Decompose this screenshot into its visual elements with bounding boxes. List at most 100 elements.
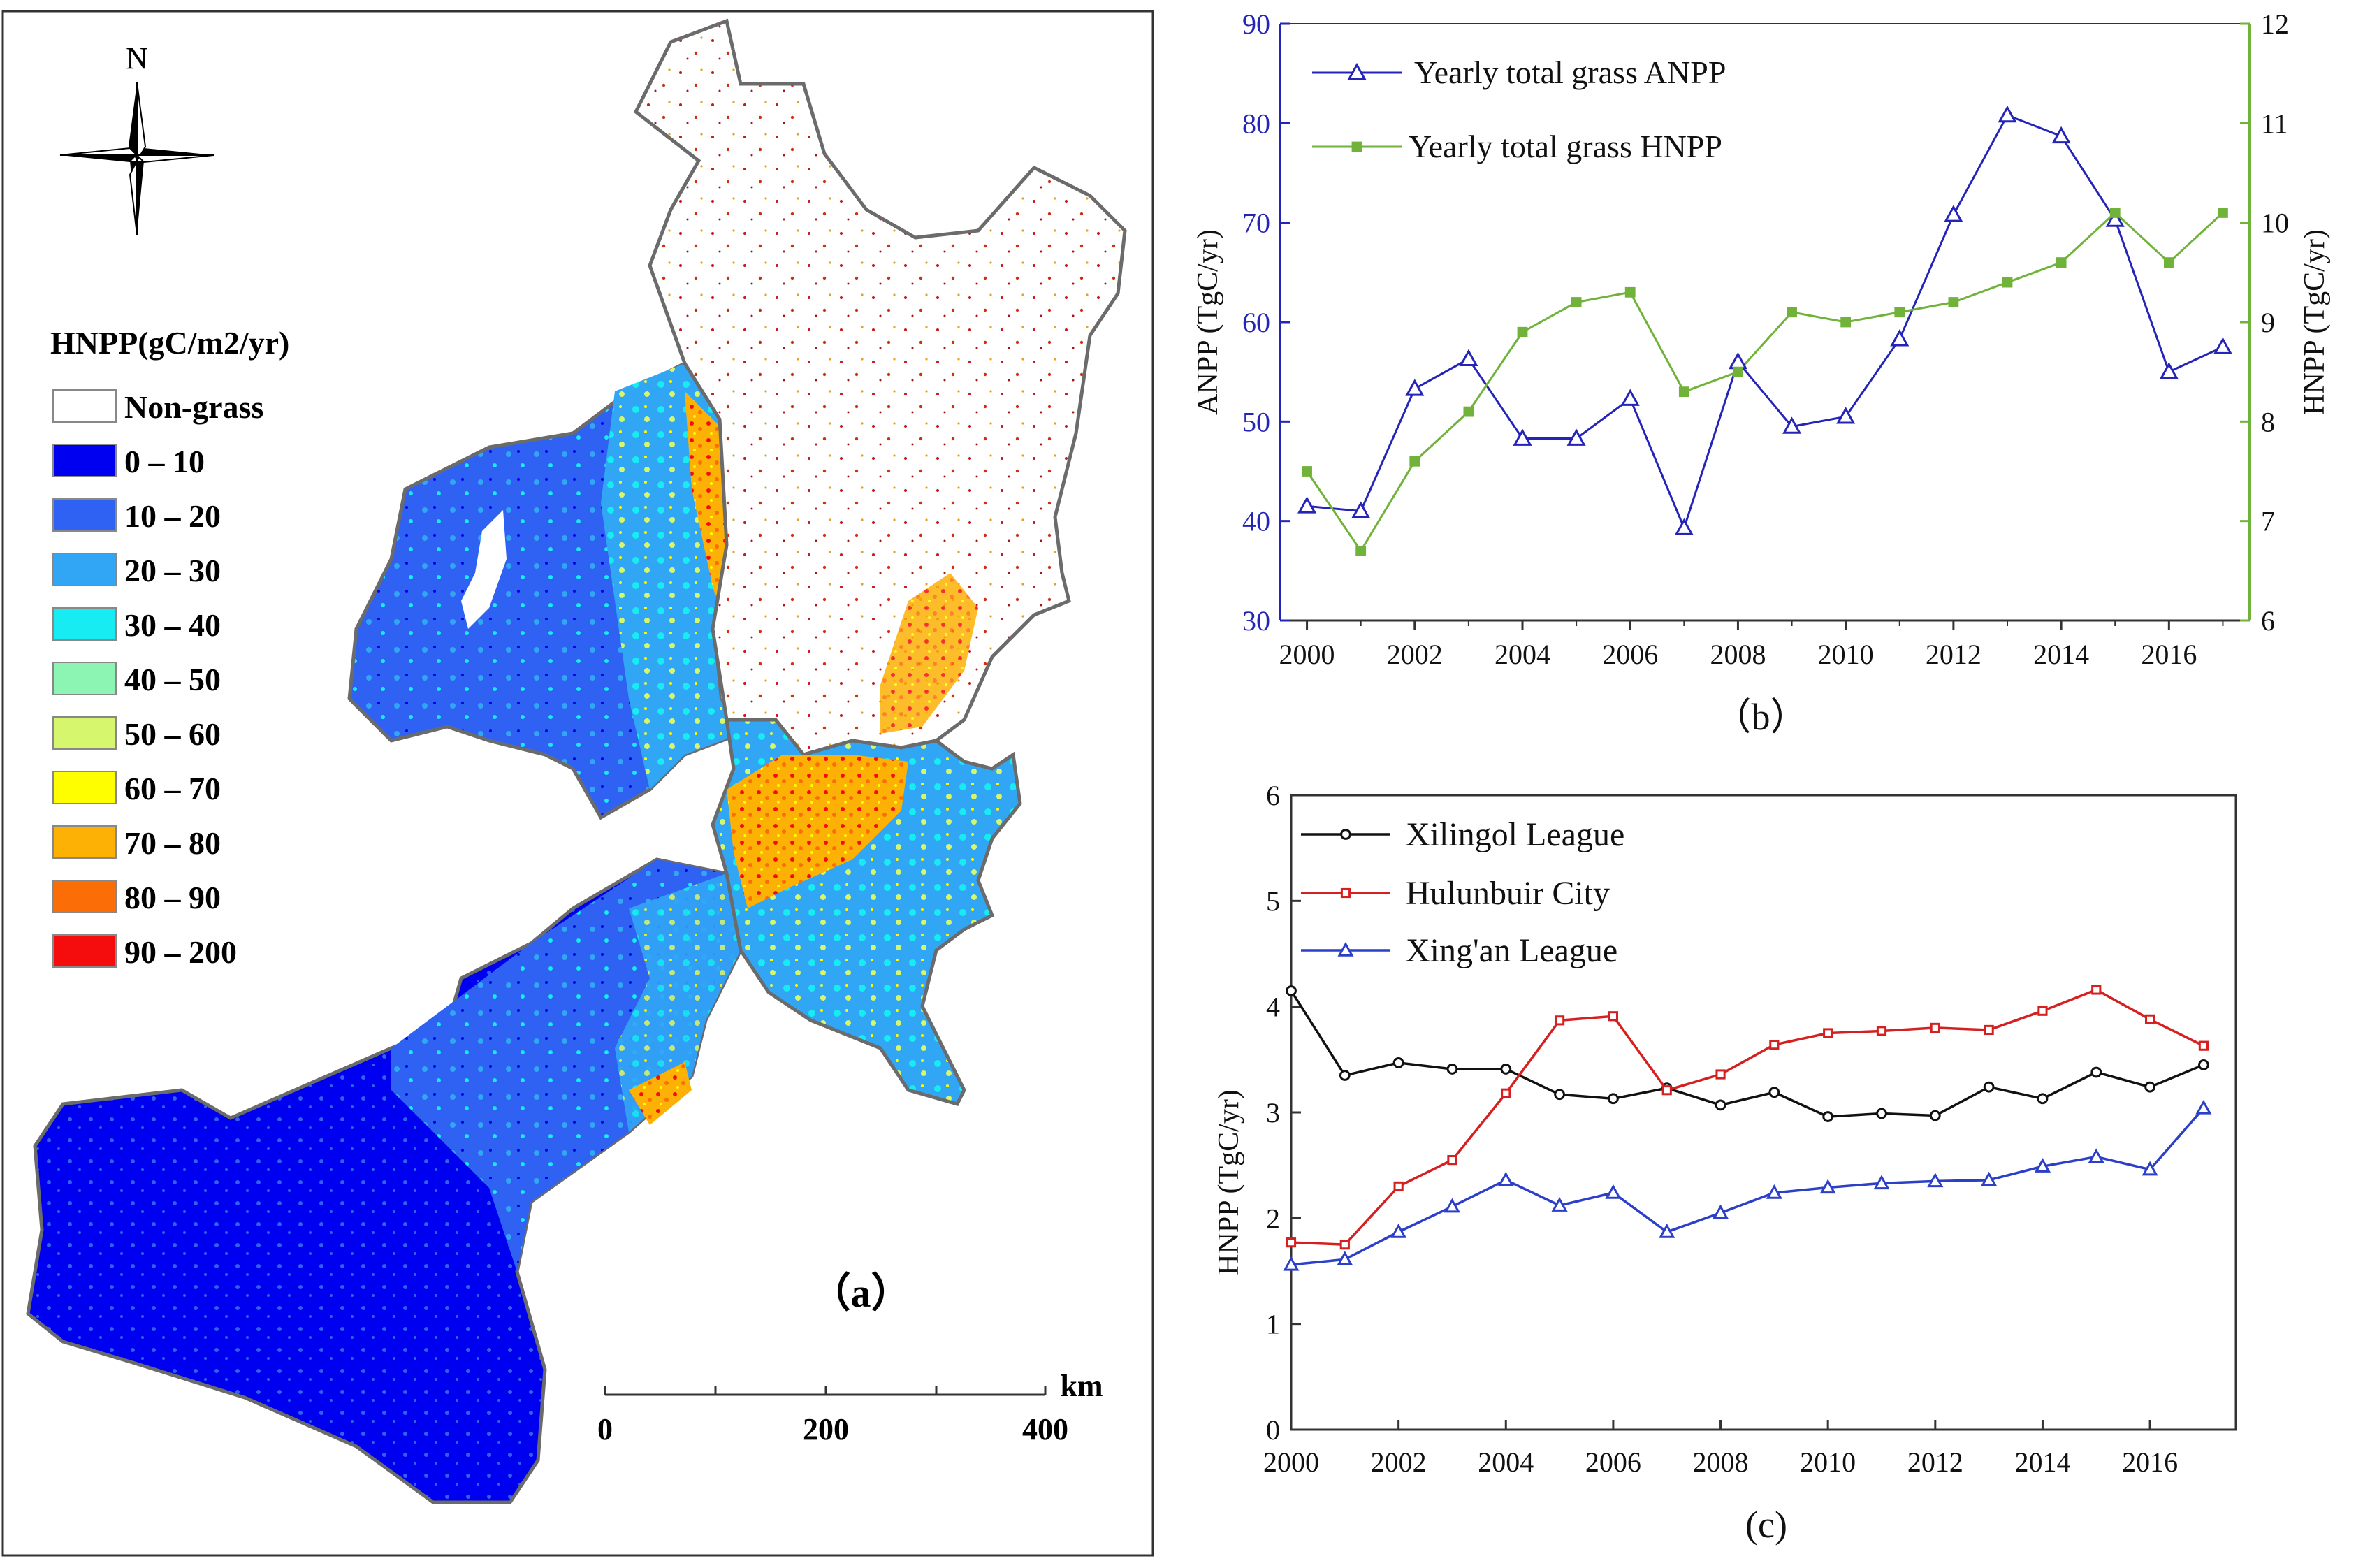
scale-tick-200: 200 [803,1412,849,1446]
y-tick-label: 30 [1242,605,1270,637]
legend-label: 10 – 20 [124,498,221,534]
y-tick-label: 70 [1242,208,1270,239]
y-tick-label: 60 [1242,307,1270,338]
data-point [2003,278,2012,287]
data-point [2093,986,2100,994]
data-point [2161,364,2176,378]
x-tick-label: 2012 [1926,639,1981,670]
scale-tick-0: 0 [597,1412,613,1446]
data-point [1448,1156,1456,1164]
panel-label-c: (c) [1745,1504,1787,1546]
y-tick-label: 1 [1266,1309,1280,1340]
series-line-anpp [1307,115,2223,528]
x-tick-label: 2008 [1693,1446,1749,1478]
data-point [1287,987,1296,996]
legend-swatch [53,553,116,586]
data-point [2218,208,2227,217]
y2-tick-label: 8 [2261,406,2275,437]
data-point [1930,1111,1940,1120]
y2-tick-label: 12 [2261,8,2289,40]
data-point [1446,1200,1458,1212]
data-point [1787,307,1796,317]
data-point [1838,409,1854,423]
chart-c: 01234562000 2002 2004 2006 2008 2010 2012 2014 2… [1213,780,2236,1546]
series-line-hnpp [1307,212,2223,551]
data-point [2146,1015,2153,1023]
north-label: N [126,41,148,75]
legend-label: Xing'an League [1406,932,1617,969]
y-axis-label: HNPP (TgC/yr) [1213,1089,1245,1275]
map-panel-label: （a） [810,1270,911,1316]
x-tick-label: 2004 [1478,1446,1534,1478]
data-point [1394,1058,1403,1067]
data-point [1946,207,1961,221]
legend-swatch [53,717,116,749]
data-point [1892,331,1907,345]
data-point [1572,298,1581,307]
x-tick-label: 2000 [1279,639,1335,670]
data-point [1410,457,1419,466]
y-tick-label: 2 [1266,1203,1280,1234]
data-point [1609,1094,1618,1103]
y2-tick-label: 6 [2261,605,2275,637]
data-point [1824,1029,1832,1037]
data-point [1717,1070,1724,1078]
series-line [1291,1108,2204,1265]
legend-swatch [53,826,116,858]
data-point [1895,307,1904,317]
data-point [1502,1089,1510,1097]
data-point [1356,546,1365,556]
y-tick-label: 5 [1266,885,1280,917]
data-point [2057,258,2066,267]
data-point [1461,351,1476,365]
panel-label-b: （b） [1714,696,1808,738]
data-point [1733,368,1743,377]
legend-label: 60 – 70 [124,771,221,806]
legend-swatch [53,499,116,531]
data-point [1676,521,1692,535]
legend-swatch [53,662,116,695]
y-tick-label: 6 [1266,780,1280,811]
y-tick-label: 50 [1242,406,1270,437]
data-point [1770,1041,1778,1049]
legend-label: 80 – 90 [124,880,221,915]
data-point [2092,1068,2101,1077]
data-point [1949,298,1958,307]
x-tick-label: 2000 [1263,1446,1319,1478]
x-tick-label: 2006 [1602,639,1658,670]
data-point [1622,391,1638,405]
data-point [1302,467,1311,476]
data-point [1824,1112,1833,1121]
data-point [1716,1101,1725,1110]
data-point [1730,354,1745,368]
data-point [1392,1226,1405,1237]
data-point [2039,1007,2046,1015]
scale-unit: km [1060,1369,1103,1403]
data-point [1555,1017,1563,1024]
data-point [2053,129,2069,143]
data-point [1407,381,1423,395]
x-tick-label: 2016 [2122,1446,2178,1478]
data-point [1501,1065,1511,1074]
data-point [1353,143,1362,152]
data-point [1518,328,1527,337]
legend-swatch [53,935,116,967]
data-point [1841,318,1850,327]
legend-label: 20 – 30 [124,553,221,588]
data-point [1680,387,1689,396]
x-tick-label: 2002 [1371,1446,1427,1478]
data-point [1931,1024,1939,1031]
x-tick-label: 2006 [1585,1446,1641,1478]
data-point [1341,1241,1348,1249]
data-point [1877,1109,1886,1118]
data-point [1340,1071,1349,1080]
y2-tick-label: 9 [2261,307,2275,338]
data-point [1626,288,1635,297]
data-point [1464,407,1473,416]
legend-label: 30 – 40 [124,607,221,643]
legend-label: 50 – 60 [124,716,221,752]
legend-label: Xilingol League [1406,816,1624,853]
data-point [2197,1102,2210,1113]
x-tick-label: 2012 [1907,1446,1963,1478]
data-point [2215,340,2230,354]
